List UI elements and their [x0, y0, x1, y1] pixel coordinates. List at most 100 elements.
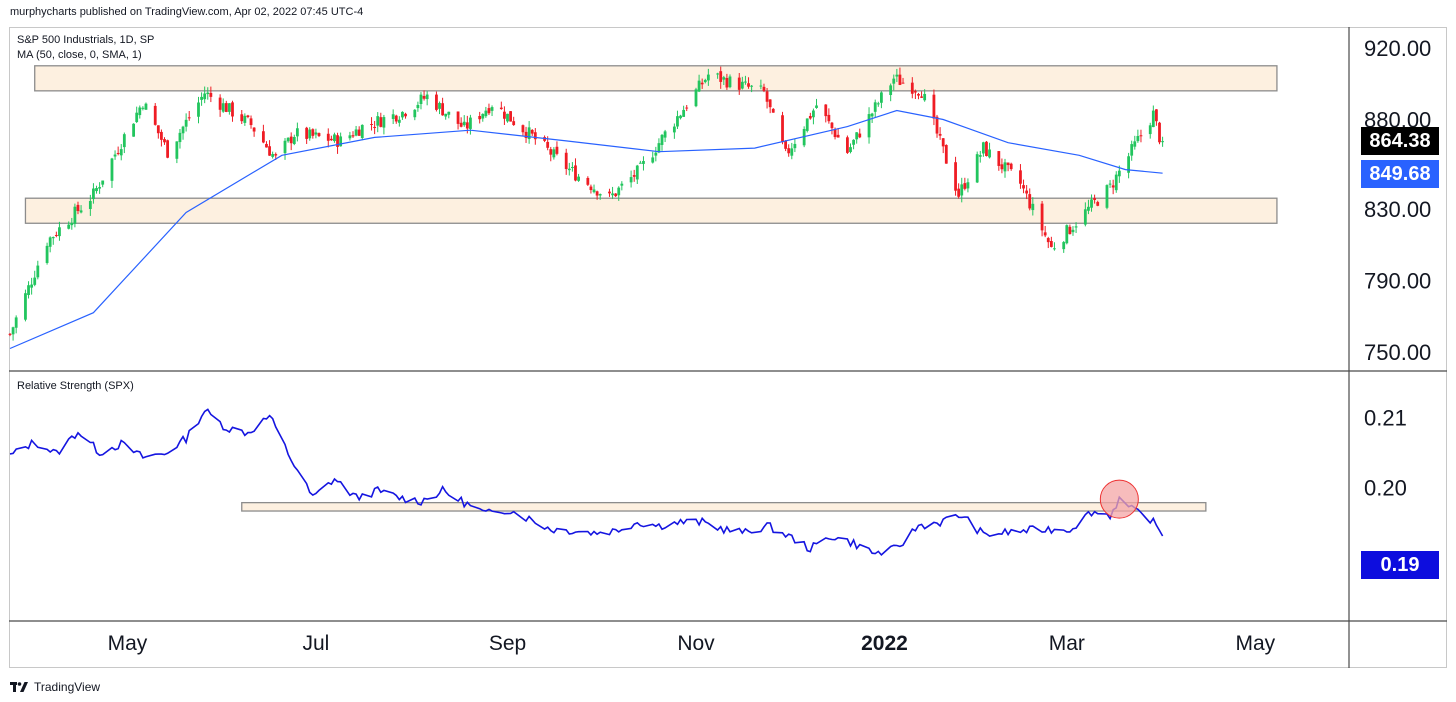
candle-body — [224, 103, 228, 112]
candle-body — [360, 124, 364, 138]
rs-highlight-circle — [1099, 479, 1139, 519]
candle-body — [326, 133, 330, 141]
candle — [812, 108, 815, 125]
candle — [503, 106, 506, 125]
candle — [311, 128, 315, 139]
price-resistance-zone — [34, 65, 1278, 92]
candle — [153, 103, 157, 126]
candle-body — [812, 110, 815, 118]
candle-body — [784, 140, 788, 149]
candle-body — [95, 188, 98, 192]
candle-body — [740, 81, 744, 89]
candle-body — [722, 77, 726, 80]
candle-body — [629, 177, 633, 183]
candle-body — [614, 193, 618, 197]
candle-body — [187, 117, 191, 119]
x-axis-tick-label: May — [1235, 632, 1275, 655]
candle-body — [676, 116, 679, 127]
candle — [224, 100, 228, 113]
candle — [419, 92, 423, 110]
candle-body — [144, 103, 148, 110]
candle — [45, 242, 49, 265]
candle — [8, 333, 12, 337]
candles — [8, 66, 1164, 341]
candle-body — [122, 134, 126, 148]
candle — [1093, 194, 1097, 204]
candle — [376, 112, 380, 133]
candle-body — [33, 277, 37, 285]
candle-body — [935, 116, 939, 134]
candle — [1127, 152, 1131, 179]
candle — [1155, 109, 1158, 126]
candle — [1087, 199, 1090, 215]
candle — [771, 108, 775, 113]
candle-body — [567, 168, 571, 171]
candle — [67, 221, 71, 230]
candle-body — [135, 112, 139, 122]
chart-frame — [9, 27, 1447, 668]
candle — [1105, 184, 1109, 210]
candle — [206, 87, 210, 100]
candle — [524, 126, 528, 143]
candle — [824, 104, 828, 123]
candle — [209, 86, 213, 103]
candle-body — [849, 147, 852, 153]
candle — [867, 107, 871, 144]
candle — [932, 89, 936, 126]
candle — [348, 131, 352, 141]
candle — [413, 109, 417, 121]
candle-body — [286, 137, 290, 142]
candle-body — [781, 115, 784, 143]
candle-body — [119, 149, 123, 156]
candle-body — [1139, 135, 1143, 137]
candle — [144, 102, 148, 110]
ma-50-line — [9, 109, 1163, 350]
candle-body — [978, 155, 982, 157]
candle-body — [1040, 203, 1044, 231]
candle-body — [209, 92, 213, 97]
candle — [1049, 236, 1053, 248]
candle — [672, 123, 676, 139]
candle-body — [292, 136, 296, 144]
candle — [592, 184, 596, 194]
candle — [221, 98, 225, 113]
candle — [913, 89, 917, 100]
candle — [1022, 179, 1025, 194]
candle-body — [719, 71, 723, 82]
candle — [611, 186, 614, 200]
candle — [379, 112, 383, 128]
candle — [444, 113, 448, 120]
candle — [920, 91, 923, 98]
candle-body — [611, 193, 614, 196]
candle-body — [1148, 125, 1152, 135]
candle — [1028, 188, 1032, 211]
candle — [54, 231, 58, 238]
candle — [92, 183, 95, 204]
candle-body — [1068, 226, 1072, 235]
candle-body — [1083, 209, 1087, 225]
candle-body — [679, 115, 682, 119]
candle-body — [1053, 248, 1056, 250]
candle — [793, 139, 797, 153]
candle-body — [638, 162, 642, 164]
candle — [737, 73, 741, 95]
candle — [119, 144, 123, 161]
candle-body — [88, 201, 92, 209]
candle-body — [246, 115, 250, 118]
candle-body — [938, 133, 942, 136]
candle-body — [975, 154, 979, 183]
candle — [1136, 129, 1140, 143]
candle — [716, 72, 720, 79]
candle — [98, 182, 102, 194]
candle — [286, 137, 290, 143]
candle-body — [1087, 206, 1090, 211]
candle — [490, 105, 494, 117]
candle-body — [54, 235, 58, 237]
candle — [11, 326, 15, 341]
candle-body — [867, 114, 871, 138]
candle-body — [30, 284, 34, 288]
candle-body — [317, 133, 321, 137]
candle — [289, 132, 293, 151]
candle-body — [846, 137, 849, 153]
